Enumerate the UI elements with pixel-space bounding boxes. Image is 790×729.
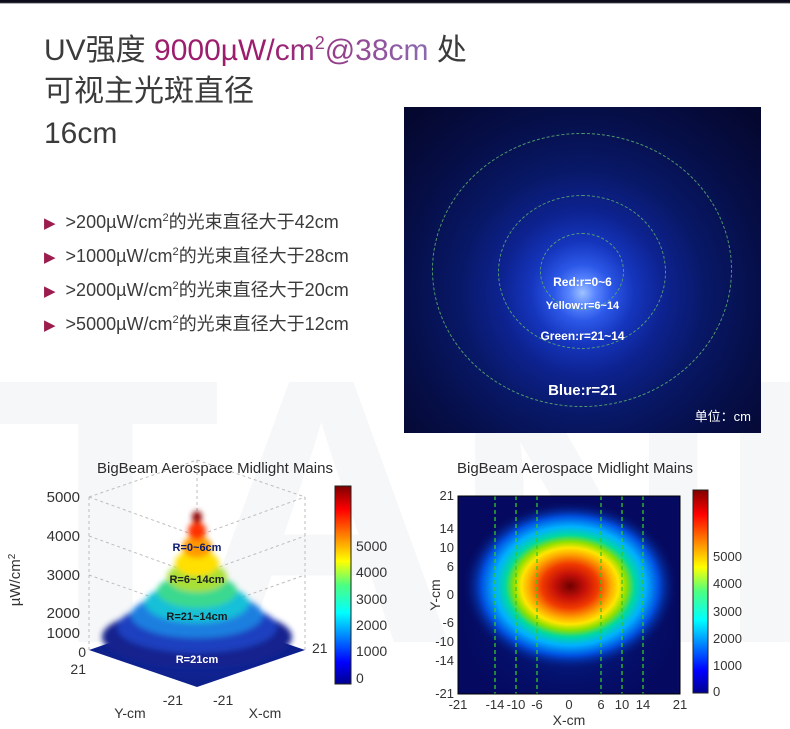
svg-text:3000: 3000	[713, 604, 742, 619]
svg-text:Y-cm: Y-cm	[114, 705, 145, 721]
svg-text:X-cm: X-cm	[249, 705, 282, 721]
svg-text:-10: -10	[507, 697, 526, 712]
svg-text:X-cm: X-cm	[553, 712, 586, 728]
svg-text:5000: 5000	[713, 549, 742, 564]
svg-text:21: 21	[312, 640, 328, 656]
svg-text:14: 14	[440, 521, 454, 536]
svg-text:µW/cm2: µW/cm2	[7, 553, 25, 606]
svg-text:1000: 1000	[713, 658, 742, 673]
svg-text:2000: 2000	[47, 605, 80, 622]
svg-text:4000: 4000	[356, 564, 387, 580]
svg-text:0: 0	[356, 670, 364, 686]
svg-text:10: 10	[440, 540, 454, 555]
svg-text:-21: -21	[213, 692, 233, 708]
svg-text:-6: -6	[442, 615, 454, 630]
svg-text:Y-cm: Y-cm	[430, 579, 443, 610]
svg-text:1000: 1000	[47, 625, 80, 642]
svg-text:5000: 5000	[356, 538, 387, 554]
svg-text:14: 14	[636, 697, 650, 712]
svg-text:4000: 4000	[47, 528, 80, 545]
svg-text:21: 21	[673, 697, 687, 712]
svg-text:6: 6	[447, 559, 454, 574]
svg-text:R=21~14cm: R=21~14cm	[166, 611, 227, 623]
svg-text:2000: 2000	[356, 617, 387, 633]
svg-text:4000: 4000	[713, 576, 742, 591]
svg-text:5000: 5000	[47, 489, 80, 506]
svg-text:21: 21	[440, 488, 454, 503]
svg-text:-14: -14	[486, 697, 505, 712]
svg-text:2000: 2000	[713, 631, 742, 646]
svg-text:0: 0	[447, 587, 454, 602]
svg-text:21: 21	[70, 661, 86, 677]
svg-text:3000: 3000	[47, 567, 80, 584]
svg-text:0: 0	[565, 697, 572, 712]
svg-text:10: 10	[615, 697, 629, 712]
svg-text:3000: 3000	[356, 591, 387, 607]
svg-text:-6: -6	[531, 697, 543, 712]
svg-text:R=6~14cm: R=6~14cm	[169, 574, 224, 586]
svg-text:0: 0	[78, 644, 86, 660]
svg-text:R=21cm: R=21cm	[176, 654, 219, 666]
svg-text:-10: -10	[435, 634, 454, 649]
svg-text:1000: 1000	[356, 643, 387, 659]
svg-text:-21: -21	[449, 697, 468, 712]
svg-text:-14: -14	[435, 653, 454, 668]
svg-text:6: 6	[597, 697, 604, 712]
svg-text:-21: -21	[163, 692, 183, 708]
svg-text:0: 0	[713, 684, 720, 699]
svg-text:R=0~6cm: R=0~6cm	[173, 542, 222, 554]
